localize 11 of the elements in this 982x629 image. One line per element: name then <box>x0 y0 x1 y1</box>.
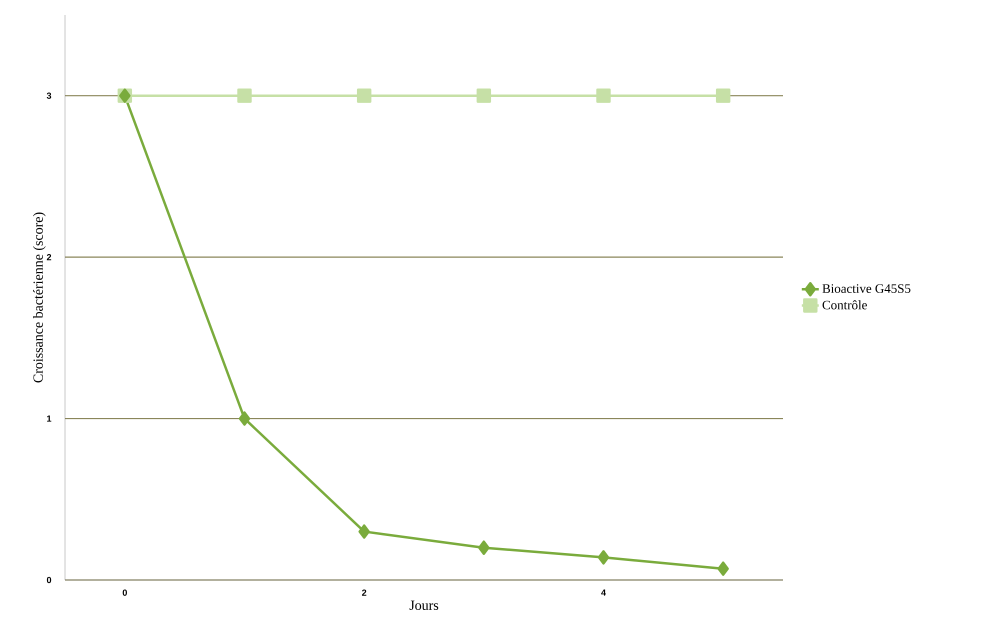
y-tick-label: 1 <box>47 415 52 422</box>
y-axis-title: Croissance bactérienne (score) <box>32 212 46 382</box>
x-tick-label: 4 <box>601 589 606 596</box>
y-tick-label: 0 <box>46 576 52 584</box>
y-tick-label: 2 <box>46 254 52 260</box>
legend-label: Contrôle <box>822 300 867 310</box>
x-tick-label: 0 <box>122 589 127 596</box>
legend-label: Bioactive G45S5 <box>822 284 910 293</box>
y-tick-label: 3 <box>46 92 52 99</box>
x-tick-label: 2 <box>362 589 366 596</box>
x-axis-title: Jours <box>410 600 438 610</box>
